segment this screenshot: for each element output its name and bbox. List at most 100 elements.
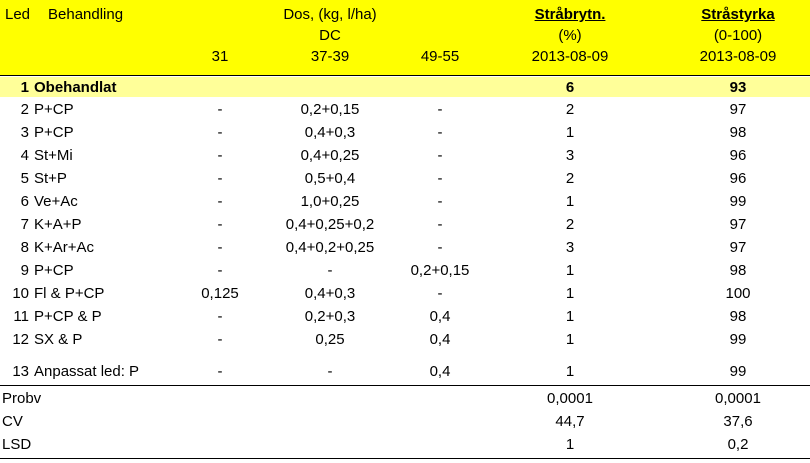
table-row-dc3739: 0,25 bbox=[315, 331, 345, 348]
table-row-dc4955: 0,4 bbox=[429, 363, 451, 380]
table-row-strastyrka: 97 bbox=[729, 101, 747, 118]
header-strastyrka-unit: (0-100) bbox=[713, 27, 763, 44]
table-row-led: 12 bbox=[12, 331, 29, 348]
table-row-dc3739: 0,2+0,3 bbox=[304, 308, 356, 325]
table-row-dc4955: - bbox=[437, 101, 443, 118]
header-strabrytn: Stråbrytn. bbox=[534, 6, 606, 23]
table-row-dc31: - bbox=[217, 101, 223, 118]
table-row-behandling: Anpassat led: P bbox=[34, 363, 140, 380]
table-row-dc3739: - bbox=[327, 262, 333, 279]
stats-strabrytn: 0,0001 bbox=[547, 390, 593, 407]
table-row-behandling: P+CP bbox=[34, 101, 74, 118]
table-row-dc4955: - bbox=[437, 170, 443, 187]
stats-strastyrka: 0,2 bbox=[727, 436, 749, 453]
table-row-strastyrka: 93 bbox=[729, 79, 747, 96]
table-row-dc31: - bbox=[217, 363, 223, 380]
table-row-dc31: - bbox=[217, 216, 223, 233]
table-row-dc31: - bbox=[217, 239, 223, 256]
stats-strastyrka: 0,0001 bbox=[715, 390, 761, 407]
table-row-behandling: St+P bbox=[34, 170, 67, 187]
header-strabrytn-unit: (%) bbox=[558, 27, 582, 44]
table-row-strabrytn: 2 bbox=[565, 170, 575, 187]
table-row-behandling: K+A+P bbox=[34, 216, 82, 233]
table-row-dc31: - bbox=[217, 331, 223, 348]
table-row-dc4955: - bbox=[437, 216, 443, 233]
table-row-strastyrka: 100 bbox=[725, 285, 751, 302]
table-row-strastyrka: 97 bbox=[729, 239, 747, 256]
table-row-strastyrka: 98 bbox=[729, 262, 747, 279]
table-row-dc3739: 0,4+0,3 bbox=[304, 285, 356, 302]
table-row-strabrytn: 6 bbox=[565, 79, 575, 96]
table-row-strabrytn: 1 bbox=[565, 308, 575, 325]
table-row-strabrytn: 1 bbox=[565, 262, 575, 279]
table-row-strabrytn: 1 bbox=[565, 193, 575, 210]
header-strastyrka-date: 2013-08-09 bbox=[699, 48, 777, 65]
header-led: Led bbox=[5, 6, 31, 23]
table-row-dc31: - bbox=[217, 147, 223, 164]
table-row-strastyrka: 97 bbox=[729, 216, 747, 233]
header-strastyrka: Stråstyrka bbox=[701, 6, 775, 23]
table-row-strastyrka: 99 bbox=[729, 331, 747, 348]
bottom-rule bbox=[0, 458, 810, 459]
table-row-dc3739: 0,4+0,3 bbox=[304, 124, 356, 141]
table-row-strabrytn: 3 bbox=[565, 239, 575, 256]
table-row-dc4955: 0,2+0,15 bbox=[410, 262, 470, 279]
table-row-behandling: K+Ar+Ac bbox=[34, 239, 95, 256]
header-dos-title: Dos, (kg, l/ha) bbox=[283, 6, 377, 23]
header-separator bbox=[0, 75, 810, 76]
table-row-strabrytn: 1 bbox=[565, 285, 575, 302]
stats-label: CV bbox=[2, 413, 23, 430]
stats-label: Probv bbox=[2, 390, 42, 407]
table-row-led: 11 bbox=[13, 308, 29, 325]
table-row-dc3739: 0,5+0,4 bbox=[304, 170, 356, 187]
table-row-dc3739: 0,4+0,2+0,25 bbox=[285, 239, 375, 256]
table-row-led: 5 bbox=[20, 170, 29, 187]
table-row-dc4955: - bbox=[437, 124, 443, 141]
table-row-dc31: - bbox=[217, 262, 223, 279]
header-dc-49-55: 49-55 bbox=[420, 48, 460, 65]
table-row-dc31: - bbox=[217, 308, 223, 325]
table-row-strabrytn: 2 bbox=[565, 216, 575, 233]
table-row-behandling: Ve+Ac bbox=[34, 193, 78, 210]
table-row-dc31: - bbox=[217, 124, 223, 141]
header-background bbox=[0, 0, 810, 75]
table-row-dc3739: 0,4+0,25+0,2 bbox=[285, 216, 375, 233]
table-row-behandling: P+CP bbox=[34, 124, 74, 141]
stats-label: LSD bbox=[2, 436, 32, 453]
header-dc: DC bbox=[319, 27, 341, 44]
header-strabrytn-date: 2013-08-09 bbox=[531, 48, 609, 65]
table-row-led: 1 bbox=[20, 79, 29, 96]
table-row-behandling: St+Mi bbox=[34, 147, 73, 164]
table-row-dc3739: 0,2+0,15 bbox=[300, 101, 360, 118]
table-row-strabrytn: 1 bbox=[565, 363, 575, 380]
highlight-row-background bbox=[0, 77, 810, 97]
table-row-behandling: P+CP & P bbox=[34, 308, 102, 325]
table-row-dc4955: 0,4 bbox=[429, 308, 451, 325]
stats-strastyrka: 37,6 bbox=[723, 413, 753, 430]
table-row-led: 8 bbox=[20, 239, 29, 256]
table-row-dc3739: - bbox=[327, 363, 333, 380]
stats-separator bbox=[0, 385, 810, 386]
table-row-dc3739: 1,0+0,25 bbox=[300, 193, 360, 210]
table-row-strastyrka: 96 bbox=[729, 170, 747, 187]
table-row-dc4955: - bbox=[437, 147, 443, 164]
header-behandling: Behandling bbox=[48, 6, 124, 23]
table-row-strastyrka: 99 bbox=[729, 193, 747, 210]
table-row-led: 7 bbox=[20, 216, 29, 233]
table-row-strastyrka: 99 bbox=[729, 363, 747, 380]
table-row-dc31: - bbox=[217, 193, 223, 210]
table-row-dc4955: - bbox=[437, 239, 443, 256]
stats-strabrytn: 44,7 bbox=[555, 413, 585, 430]
table-row-led: 2 bbox=[20, 101, 29, 118]
table-row-dc3739: 0,4+0,25 bbox=[300, 147, 360, 164]
table-row-strabrytn: 1 bbox=[565, 331, 575, 348]
table-row-strastyrka: 98 bbox=[729, 124, 747, 141]
table-row-led: 6 bbox=[20, 193, 29, 210]
table-row-behandling: Fl & P+CP bbox=[34, 285, 105, 302]
table-row-behandling: P+CP bbox=[34, 262, 74, 279]
table-row-led: 9 bbox=[20, 262, 29, 279]
table-row-behandling: Obehandlat bbox=[34, 79, 117, 96]
table-row-dc4955: 0,4 bbox=[429, 331, 451, 348]
table-row-behandling: SX & P bbox=[34, 331, 83, 348]
table-row-dc4955: - bbox=[437, 193, 443, 210]
